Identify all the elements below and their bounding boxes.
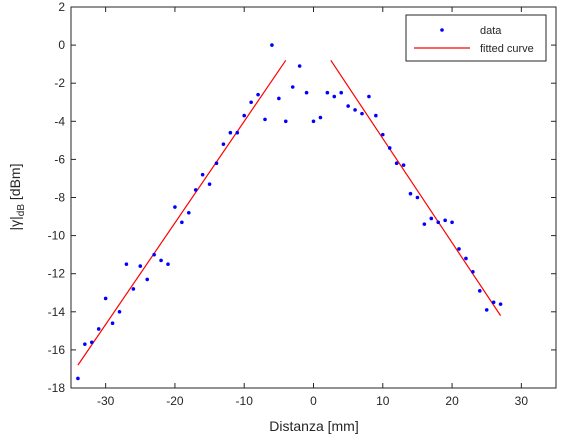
data-point [477,289,482,293]
data-point [290,85,295,89]
data-point [283,119,288,124]
y-axis-ticks: 2 0 -2 -4 -6 -8 -10 -12 -14 -16 -18 [48,0,556,395]
data-point [145,277,150,282]
data-point [159,258,163,263]
data-point [387,146,392,150]
data-point [297,64,302,68]
data-point [200,172,205,177]
data-points-layer [76,43,503,381]
data-point [124,262,129,266]
data-point [346,104,350,108]
y-tick-label: -12 [48,267,66,281]
data-point [408,191,413,196]
data-point [103,296,108,301]
data-point [186,210,191,215]
data-point [471,269,475,274]
data-point [83,342,87,346]
data-point [76,376,80,381]
y-axis-label-subscript: dB [16,204,27,217]
plot-area [71,7,556,388]
data-point [374,113,378,118]
data-point [131,287,136,291]
data-point [96,327,101,331]
data-point [242,113,247,118]
data-point [311,119,316,124]
data-point [457,247,461,251]
data-point [221,142,226,146]
data-point [304,90,309,95]
x-tick-label: 20 [445,394,459,408]
x-tick-label: -20 [166,394,184,408]
data-point [360,111,364,116]
x-tick-label: -10 [236,394,254,408]
y-axis-label: |γ|dB [dBm] [7,164,27,231]
y-tick-label: 2 [58,0,65,14]
y-axis-label-base: |γ| [7,216,23,230]
y-tick-label: -10 [48,229,66,243]
data-point [380,132,385,137]
y-tick-label: -14 [48,305,66,319]
fitted-curve-segment [77,60,287,366]
data-point [166,262,170,266]
legend: data fitted curve [405,14,547,62]
data-point [443,218,447,223]
data-point [422,222,427,226]
data-point [249,100,253,105]
data-point [270,43,274,47]
data-point [117,310,122,314]
data-point [401,163,406,167]
data-point [415,195,420,200]
data-point [235,130,240,135]
data-point [263,117,267,122]
data-point [436,220,441,225]
data-point [228,130,233,135]
x-tick-label: 10 [376,394,390,408]
data-point [498,302,503,306]
data-point [450,220,454,225]
data-point [484,308,489,312]
data-point [332,94,337,99]
y-tick-label: -16 [48,343,66,357]
legend-box [405,14,547,62]
data-point [318,115,323,120]
data-point [256,92,260,97]
y-tick-label: -4 [54,114,65,128]
y-tick-label: -18 [48,381,66,395]
data-point [353,108,357,112]
y-tick-label: 0 [58,38,65,52]
data-point [138,264,143,268]
data-point [277,96,281,101]
legend-label-data: data [480,25,502,37]
x-tick-label: -30 [97,394,115,408]
data-point [193,188,198,192]
data-point [89,340,94,345]
data-point [152,252,156,257]
y-tick-label: -6 [54,152,65,166]
data-point [429,216,434,221]
x-tick-label: 0 [310,394,317,408]
data-point [180,220,184,225]
data-point [367,94,371,99]
y-axis-label-unit: [dBm] [7,164,23,204]
data-point [173,205,177,209]
legend-marker-data [440,28,444,32]
data-point [464,256,468,261]
data-point [207,182,212,186]
data-point [325,90,330,95]
svg-text:|γ|dB [dBm]: |γ|dB [dBm] [7,164,27,231]
data-point [214,161,219,166]
y-tick-label: -2 [54,76,65,90]
y-tick-label: -8 [54,191,65,205]
legend-label-fitted-curve: fitted curve [480,43,534,55]
data-point [491,300,496,305]
x-tick-label: 30 [515,394,529,408]
x-axis-ticks: -30 -20 -10 0 10 20 30 [97,7,528,408]
data-point [110,321,115,326]
data-point [339,90,344,95]
x-axis-label: Distanza [mm] [269,418,358,434]
data-point [394,161,399,166]
